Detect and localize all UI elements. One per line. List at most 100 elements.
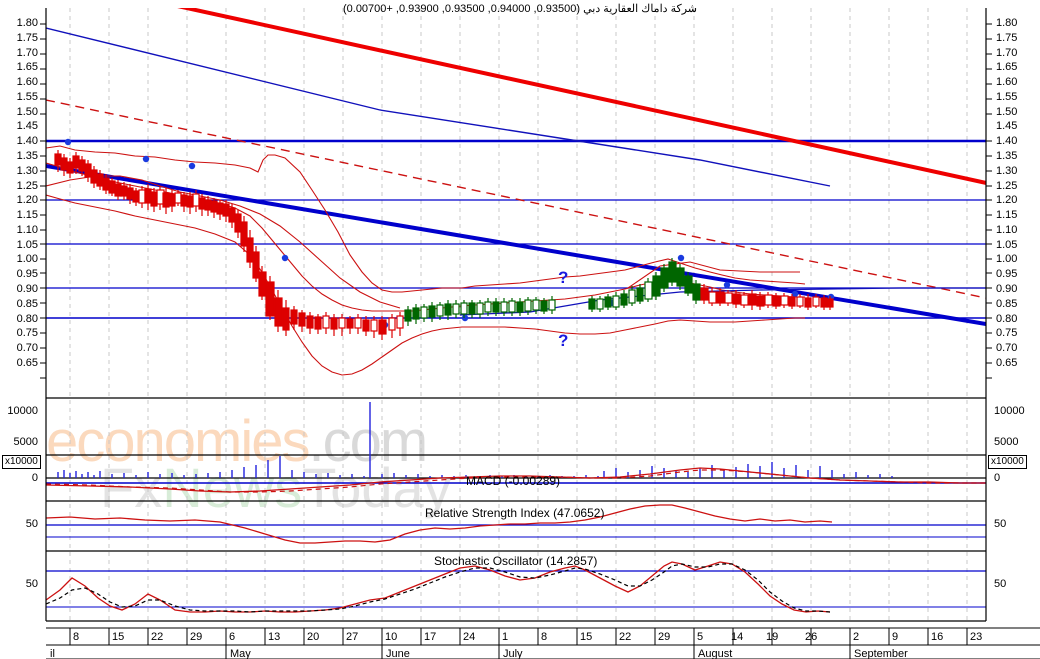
price-tick-right-0.75: 0.75 (996, 327, 1018, 339)
price-tick-left-1.30: 1.30 (16, 165, 38, 177)
price-tick-right-1.75: 1.75 (996, 32, 1018, 44)
volume-tick-0-right: 0 (994, 472, 1001, 484)
rsi-label: Relative Strength Index (47.0652) (425, 506, 605, 520)
price-tick-right-0.85: 0.85 (996, 298, 1018, 310)
date-axis-frame (46, 627, 1040, 659)
rsi-line (46, 504, 833, 544)
price-tick-left-1.75: 1.75 (16, 32, 38, 44)
price-plot-area (46, 8, 986, 376)
left-axis (40, 8, 47, 621)
right-axis (985, 8, 992, 621)
price-tick-right-0.90: 0.90 (996, 283, 1018, 295)
price-tick-right-1.25: 1.25 (996, 180, 1018, 192)
date-tick-day-9: 17 (424, 631, 437, 643)
date-tick-day-10: 24 (463, 631, 476, 643)
price-tick-right-1.30: 1.30 (996, 165, 1018, 177)
date-tick-day-22: 16 (931, 631, 944, 643)
price-tick-left-1.05: 1.05 (16, 239, 38, 251)
price-tick-right-1.80: 1.80 (996, 17, 1018, 29)
price-tick-left-1.35: 1.35 (16, 150, 38, 162)
date-tick-day-17: 14 (731, 631, 744, 643)
price-tick-right-0.80: 0.80 (996, 313, 1018, 325)
price-tick-left-1.70: 1.70 (16, 47, 38, 59)
price-tick-left-1.00: 1.00 (16, 253, 38, 265)
price-tick-right-1.60: 1.60 (996, 76, 1018, 88)
volume-tick-5000-left: 5000 (13, 436, 38, 448)
annotation-question-upper: ? (558, 268, 569, 287)
price-tick-right-1.45: 1.45 (996, 120, 1018, 132)
price-tick-right-1.40: 1.40 (996, 135, 1018, 147)
price-tick-left-1.60: 1.60 (16, 76, 38, 88)
date-tick-month-il: il (50, 648, 55, 659)
price-tick-right-1.55: 1.55 (996, 91, 1018, 103)
price-tick-left-0.95: 0.95 (16, 268, 38, 280)
date-tick-day-16: 5 (697, 631, 704, 643)
date-tick-month-May: May (230, 648, 251, 659)
price-tick-right-1.10: 1.10 (996, 224, 1018, 236)
price-tick-left-1.15: 1.15 (16, 209, 38, 221)
date-tick-day-23: 23 (970, 631, 983, 643)
date-tick-day-15: 29 (658, 631, 671, 643)
date-tick-day-13: 15 (580, 631, 593, 643)
price-tick-right-1.70: 1.70 (996, 47, 1018, 59)
date-tick-day-14: 22 (619, 631, 632, 643)
price-tick-left-1.50: 1.50 (16, 106, 38, 118)
price-tick-right-1.00: 1.00 (996, 253, 1018, 265)
volume-tick-5000-right: 5000 (994, 436, 1019, 448)
date-tick-day-19: 26 (805, 631, 818, 643)
stoch-tick-50-left: 50 (25, 578, 38, 590)
stochastic-plot-area (46, 561, 986, 613)
price-tick-left-0.75: 0.75 (16, 327, 38, 339)
price-tick-right-1.65: 1.65 (996, 61, 1018, 73)
price-tick-left-0.85: 0.85 (16, 298, 38, 310)
symbol-name: شركة داماك العقارية دبي (583, 3, 698, 15)
price-tick-left-1.40: 1.40 (16, 135, 38, 147)
rsi-plot-area (46, 504, 986, 544)
price-tick-right-1.20: 1.20 (996, 194, 1018, 206)
volume-tick-0-left: 0 (31, 472, 38, 484)
volume-multiplier-label-right: x10000 (988, 455, 1027, 469)
trendline-blue-upper (46, 27, 831, 187)
price-tick-left-0.80: 0.80 (16, 313, 38, 325)
vertical-gridlines (69, 8, 968, 621)
trendline-red-dashed (46, 99, 986, 299)
price-tick-left-1.55: 1.55 (16, 91, 38, 103)
stoch-tick-50-right: 50 (994, 578, 1007, 590)
annotation-question-lower: ? (558, 331, 569, 350)
volume-plot-area (46, 402, 986, 479)
price-tick-left-1.45: 1.45 (16, 120, 38, 132)
price-tick-right-0.65: 0.65 (996, 357, 1018, 369)
date-tick-day-18: 19 (766, 631, 779, 643)
price-tick-left-0.90: 0.90 (16, 283, 38, 295)
stochastic-label: Stochastic Oscillator (14.2857) (434, 554, 598, 568)
rsi-tick-50-left: 50 (25, 518, 38, 530)
date-tick-month-September: September (854, 648, 908, 659)
stoch-k-line (46, 561, 831, 613)
date-tick-day-2: 22 (151, 631, 164, 643)
price-tick-right-1.50: 1.50 (996, 106, 1018, 118)
price-tick-right-1.05: 1.05 (996, 239, 1018, 251)
volume-tick-10000-left: 10000 (7, 405, 38, 417)
volume-bars (57, 402, 893, 478)
envelope-upper-band (46, 145, 806, 293)
price-tick-right-1.35: 1.35 (996, 150, 1018, 162)
date-tick-day-3: 29 (190, 631, 203, 643)
date-tick-day-1: 15 (112, 631, 125, 643)
date-tick-day-12: 8 (541, 631, 548, 643)
date-tick-day-8: 10 (385, 631, 398, 643)
price-tick-left-1.20: 1.20 (16, 194, 38, 206)
macd-label: MACD (-0.00289) (466, 474, 561, 488)
price-tick-left-0.70: 0.70 (16, 342, 38, 354)
envelope-secondary-right (627, 261, 800, 289)
envelope-lower-band (46, 194, 805, 376)
date-tick-month-July: July (503, 648, 523, 659)
volume-multiplier-label-left: x10000 (2, 455, 41, 469)
date-tick-day-20: 2 (853, 631, 860, 643)
price-tick-right-0.70: 0.70 (996, 342, 1018, 354)
date-tick-month-August: August (698, 648, 733, 659)
price-tick-left-1.65: 1.65 (16, 61, 38, 73)
date-tick-day-7: 27 (346, 631, 359, 643)
quote-values: (0.93500, 0.94000, 0.93500, 0.93900, +0.… (342, 3, 581, 15)
price-tick-right-0.95: 0.95 (996, 268, 1018, 280)
